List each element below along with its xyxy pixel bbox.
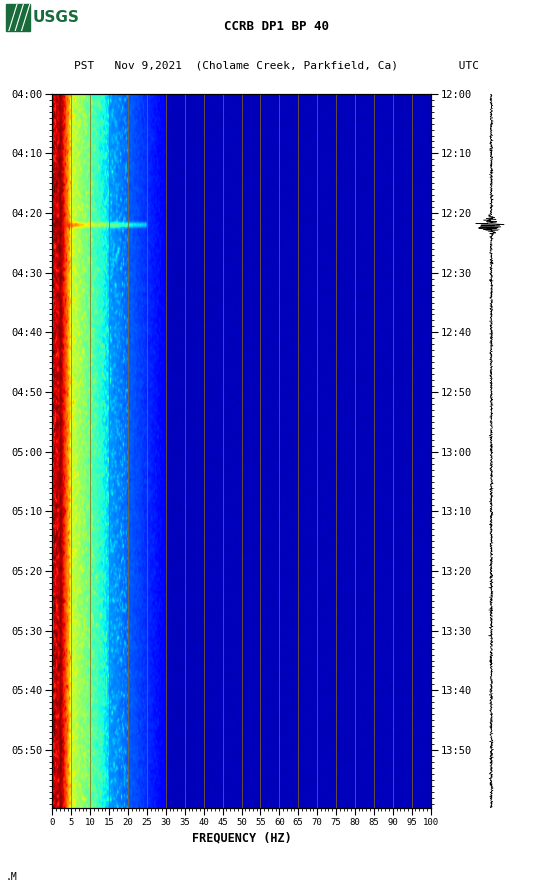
Text: CCRB DP1 BP 40: CCRB DP1 BP 40 bbox=[224, 20, 328, 33]
Text: USGS: USGS bbox=[32, 11, 79, 25]
Text: PST   Nov 9,2021  (Cholame Creek, Parkfield, Ca)         UTC: PST Nov 9,2021 (Cholame Creek, Parkfield… bbox=[73, 61, 479, 71]
X-axis label: FREQUENCY (HZ): FREQUENCY (HZ) bbox=[192, 831, 291, 844]
Bar bbox=[6, 4, 30, 31]
Text: .M: .M bbox=[6, 872, 17, 882]
